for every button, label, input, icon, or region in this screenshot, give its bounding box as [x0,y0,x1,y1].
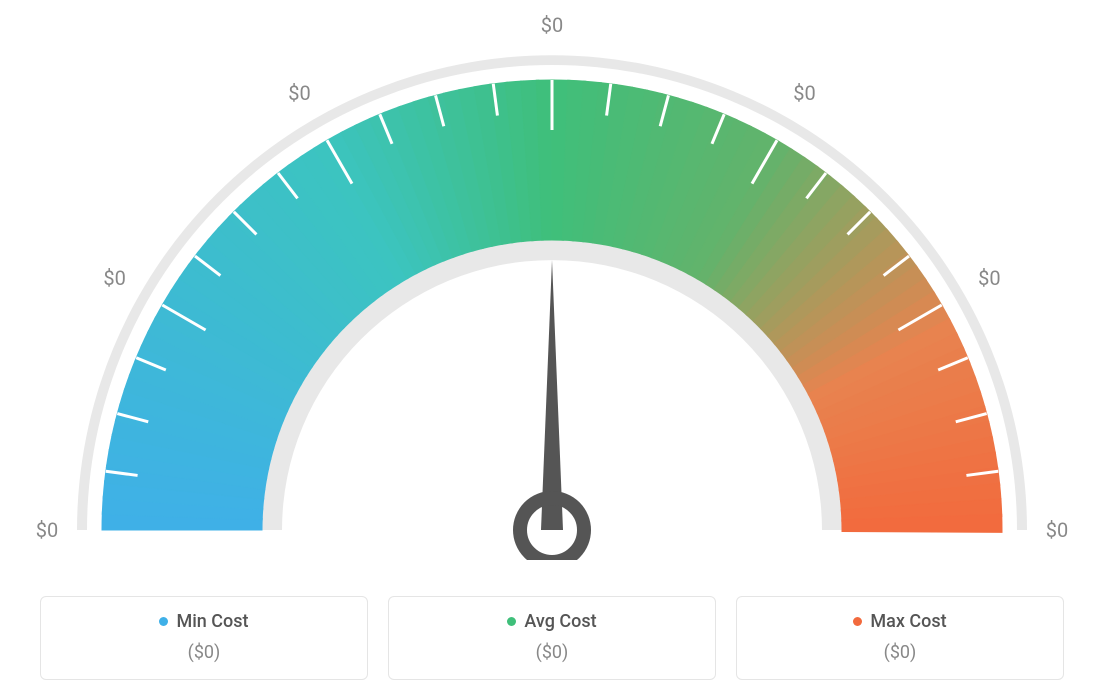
gauge-tick-label: $0 [103,266,125,290]
legend-dot-max [853,617,862,626]
legend-dot-min [159,617,168,626]
legend-title-min: Min Cost [159,611,248,632]
cost-gauge-widget: $0 $0 $0 $0 $0 $0 $0 Min Cost ($0) Avg Cost ($… [0,0,1104,690]
legend-title-max: Max Cost [853,611,946,632]
gauge-tick-label: $0 [793,81,815,105]
gauge-tick-label: $0 [288,81,310,105]
legend-label-avg: Avg Cost [524,611,596,632]
legend-card-avg: Avg Cost ($0) [388,596,716,680]
legend-title-avg: Avg Cost [507,611,596,632]
gauge-tick-label: $0 [36,518,58,542]
legend-value-avg: ($0) [399,642,705,663]
legend-card-max: Max Cost ($0) [736,596,1064,680]
gauge-tick-label: $0 [541,13,563,37]
gauge-tick-label: $0 [1046,518,1068,542]
legend-value-min: ($0) [51,642,357,663]
legend-label-max: Max Cost [870,611,946,632]
gauge-chart: $0 $0 $0 $0 $0 $0 $0 [0,0,1104,560]
gauge-tick-label: $0 [978,266,1000,290]
legend-card-min: Min Cost ($0) [40,596,368,680]
legend-dot-avg [507,617,516,626]
legend-value-max: ($0) [747,642,1053,663]
legend-label-min: Min Cost [176,611,248,632]
legend-row: Min Cost ($0) Avg Cost ($0) Max Cost ($0… [40,596,1064,680]
gauge-svg [0,0,1104,560]
